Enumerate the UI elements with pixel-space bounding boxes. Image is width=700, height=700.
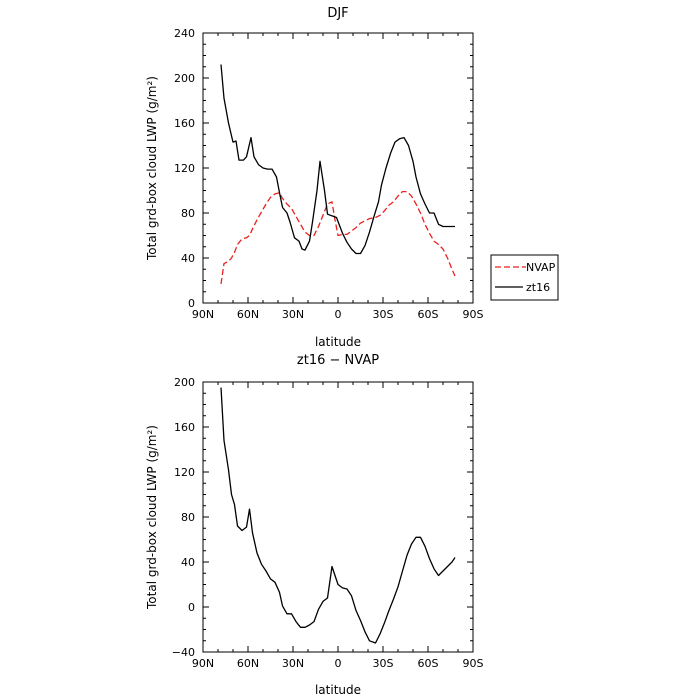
bottom-panel-xlabel: latitude	[315, 683, 361, 697]
legend: NVAP zt16	[490, 254, 559, 301]
x-tick-label: 90N	[192, 308, 214, 321]
y-tick-label: 160	[174, 421, 195, 434]
x-tick-label: 90S	[463, 657, 484, 670]
top-panel-xlabel: latitude	[315, 335, 361, 349]
y-tick-label: −40	[172, 646, 195, 659]
bottom-panel-title: zt16 − NVAP	[297, 353, 379, 368]
x-tick-label: 30S	[373, 657, 394, 670]
top-panel-title: DJF	[327, 6, 348, 21]
x-tick-label: 30N	[282, 657, 304, 670]
x-tick-label: 0	[335, 657, 342, 670]
series-line-zt16-nvap	[220, 387, 456, 644]
y-tick-label: 200	[174, 72, 195, 85]
top-panel: DJF 90N 60N 30N 0 30S 60S 90S 0 40 80 120 160 200 240…	[145, 6, 559, 349]
legend-label-nvap: NVAP	[526, 261, 556, 274]
legend-label-zt16: zt16	[526, 281, 550, 294]
y-tick-label: 0	[188, 297, 195, 310]
bottom-panel: zt16 − NVAP 90N 60N 30N 0 30S 60S 90S −40 0 40 80 1…	[145, 353, 484, 697]
x-tick-label: 60N	[237, 657, 259, 670]
y-tick-label: 80	[181, 511, 195, 524]
y-tick-label: 160	[174, 117, 195, 130]
x-tick-label: 60S	[418, 308, 439, 321]
x-tick-label: 60S	[418, 657, 439, 670]
top-panel-ylabel: Total grd-box cloud LWP (g/m²)	[145, 76, 159, 261]
top-panel-frame	[202, 32, 474, 304]
legend-box	[490, 254, 559, 301]
x-tick-label: 60N	[237, 308, 259, 321]
y-tick-label: 200	[174, 376, 195, 389]
y-tick-label: 40	[181, 556, 195, 569]
series-line-nvap	[220, 190, 456, 284]
series-line-zt16	[220, 64, 455, 255]
y-tick-label: 120	[174, 466, 195, 479]
x-tick-label: 0	[335, 308, 342, 321]
bottom-panel-frame	[202, 381, 474, 653]
y-tick-label: 240	[174, 27, 195, 40]
y-tick-label: 0	[188, 601, 195, 614]
y-tick-label: 120	[174, 162, 195, 175]
x-tick-label: 30N	[282, 308, 304, 321]
y-tick-label: 40	[181, 252, 195, 265]
x-tick-label: 30S	[373, 308, 394, 321]
y-tick-label: 80	[181, 207, 195, 220]
bottom-panel-ylabel: Total grd-box cloud LWP (g/m²)	[145, 425, 159, 610]
x-tick-label: 90N	[192, 657, 214, 670]
x-tick-label: 90S	[463, 308, 484, 321]
